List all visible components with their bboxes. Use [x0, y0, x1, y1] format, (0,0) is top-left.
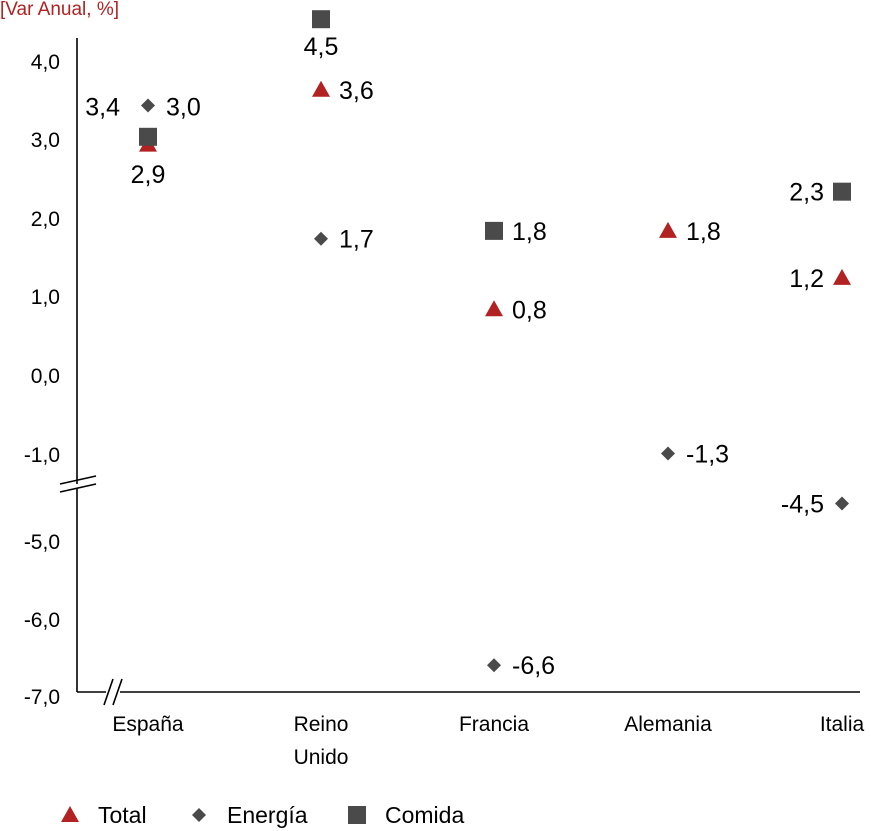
- energía-data-label: 3,4: [85, 93, 120, 121]
- y-tick-label: 3,0: [31, 129, 60, 152]
- y-axis-break-mark: [59, 475, 97, 485]
- y-tick-label: -5,0: [24, 531, 60, 554]
- category-label: Italia: [820, 713, 865, 736]
- legend-energía-label: Energía: [227, 802, 308, 828]
- y-tick-label: -6,0: [24, 609, 60, 632]
- comida-marker: [833, 182, 851, 201]
- y-tick-label: 2,0: [31, 208, 60, 231]
- comida-data-label: 1,8: [512, 218, 547, 246]
- data-marks: [139, 10, 851, 673]
- y-axis-unit-label: [Var Anual, %]: [0, 0, 119, 20]
- energía-marker: [835, 496, 849, 511]
- legend-comida-label: Comida: [385, 802, 464, 828]
- y-tick-labels: 4,0 3,0 2,0 1,0 0,0 -1,0 -5,0 -6,0 -7,0: [24, 51, 60, 709]
- comida-data-label: 4,5: [304, 33, 339, 61]
- comida-marker: [139, 127, 157, 146]
- total-marker: [485, 300, 503, 317]
- category-label: Reino: [294, 713, 349, 736]
- axes: [59, 38, 860, 706]
- category-label: Unido: [294, 746, 349, 769]
- y-tick-label: -1,0: [24, 444, 60, 467]
- comida-data-label: 3,0: [166, 93, 201, 121]
- energía-marker: [141, 98, 155, 113]
- total-data-label: 1,8: [686, 218, 721, 246]
- legend-energía-marker: [192, 808, 206, 822]
- category-label: España: [112, 713, 184, 736]
- energía-data-label: -4,5: [781, 491, 824, 519]
- y-tick-label: 0,0: [31, 365, 60, 388]
- energía-marker: [661, 446, 675, 461]
- category-label: Alemania: [624, 713, 712, 736]
- y-tick-label: -7,0: [24, 686, 60, 709]
- legend-comida-marker: [348, 806, 366, 824]
- legend: Total Energía Comida: [61, 802, 464, 828]
- total-marker: [659, 221, 677, 238]
- y-axis-break-mark: [59, 483, 97, 493]
- y-tick-label: 4,0: [31, 51, 60, 74]
- x-axis-break-mark: [112, 678, 123, 706]
- total-data-label: 2,9: [131, 161, 166, 189]
- total-marker: [833, 268, 851, 285]
- energía-data-label: 1,7: [339, 226, 374, 254]
- total-data-label: 3,6: [339, 77, 374, 105]
- comida-marker: [485, 221, 503, 240]
- energía-marker: [487, 658, 501, 673]
- data-labels: 3,6 0,8 1,8 1,2 3,4 1,7 -6,6 -1,3 -4,5 3,0 4,5 1,8 2…: [85, 33, 824, 680]
- total-data-label: 1,2: [789, 265, 824, 293]
- energía-marker: [314, 231, 328, 246]
- x-axis-break-mark: [103, 678, 114, 706]
- comida-marker: [312, 10, 330, 29]
- energía-data-label: -1,3: [686, 441, 729, 469]
- legend-total-label: Total: [98, 802, 147, 828]
- comida-data-label: 2,3: [789, 179, 824, 207]
- energía-data-label: -6,6: [512, 652, 555, 680]
- y-tick-label: 1,0: [31, 286, 60, 309]
- legend-total-marker: [61, 806, 79, 822]
- total-data-label: 0,8: [512, 296, 547, 324]
- category-labels: España Reino Unido Francia Alemania Italia: [112, 713, 864, 769]
- total-marker: [312, 80, 330, 97]
- category-label: Francia: [459, 713, 529, 736]
